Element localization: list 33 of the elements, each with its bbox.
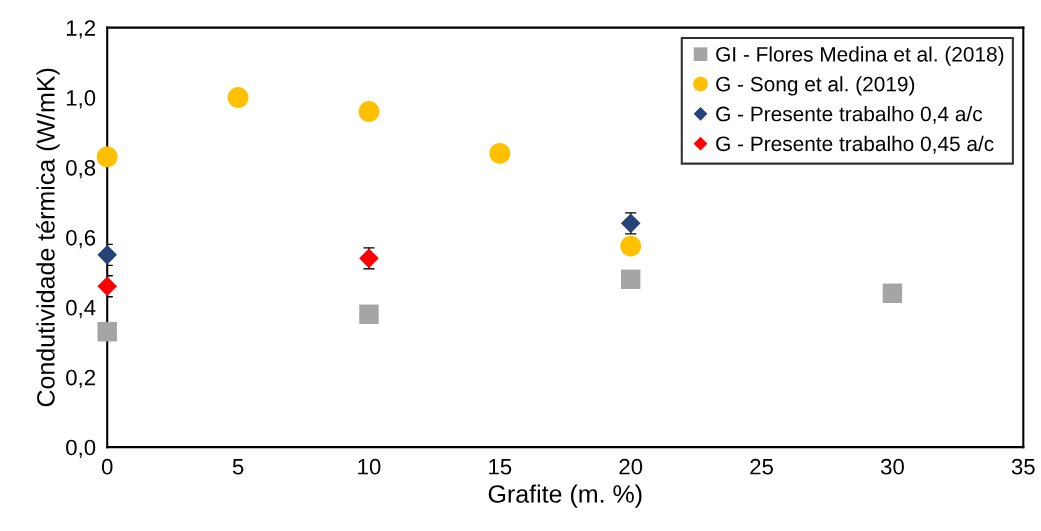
legend-label: G - Presente trabalho 0,4 a/c <box>716 106 983 124</box>
y-tick-label: 0,4 <box>66 299 96 319</box>
x-tick-label: 15 <box>489 459 512 475</box>
point <box>620 235 642 257</box>
legend-label: G - Song et al. (2019) <box>716 76 915 96</box>
legend-label: G - Presente trabalho 0,45 a/c <box>716 135 994 154</box>
y-tick-label: 0,6 <box>66 229 96 249</box>
point <box>359 304 379 324</box>
x-tick-label: 35 <box>1011 458 1035 475</box>
point <box>227 87 249 108</box>
y-tick-label: 1,0 <box>66 90 96 109</box>
y-tick-label: 0,8 <box>66 159 96 179</box>
x-tick-label: 10 <box>358 458 381 475</box>
y-tick-label: 0,0 <box>66 439 96 458</box>
point <box>97 276 118 297</box>
y-tick-label: 0,2 <box>66 369 95 389</box>
y-tick-label: 1,2 <box>66 20 95 39</box>
point <box>489 143 511 164</box>
legend-label: GI - Flores Medina et al. (2018) <box>716 46 1004 66</box>
x-axis-title: Grafite (m. %) <box>488 484 642 508</box>
x-tick-label: 30 <box>880 458 904 475</box>
point <box>97 245 118 265</box>
x-tick-label: 25 <box>750 458 773 475</box>
point <box>96 146 118 168</box>
point <box>620 269 641 290</box>
x-tick-label: 5 <box>232 459 244 475</box>
x-tick-label: 0 <box>101 458 113 475</box>
point <box>358 101 380 122</box>
point <box>97 322 117 342</box>
point <box>620 213 641 234</box>
y-axis-title: Condutividade térmica (W/mK) <box>36 68 60 407</box>
x-tick-label: 20 <box>619 458 643 475</box>
point <box>882 283 903 304</box>
